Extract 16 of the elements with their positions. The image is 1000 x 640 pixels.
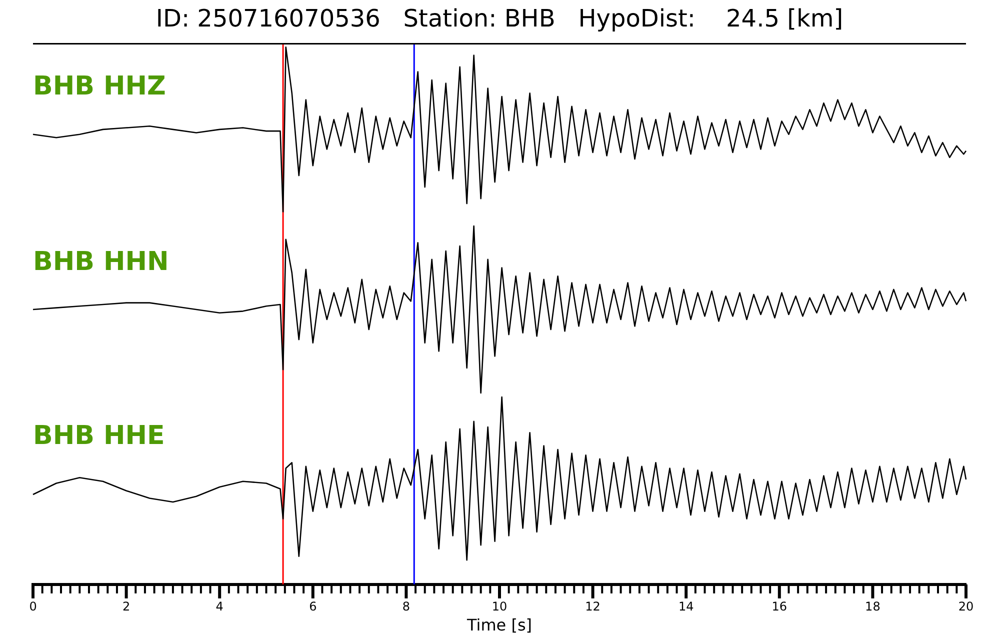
x-tick-label: 20 (958, 600, 974, 614)
x-axis-title: Time [s] (466, 616, 532, 635)
x-tick-label: 12 (585, 600, 600, 614)
chart-title: ID: 250716070536 Station: BHB HypoDist: 24.5 [km] (156, 4, 844, 33)
x-tick-label: 14 (678, 600, 694, 614)
x-tick-label: 2 (122, 600, 130, 614)
x-tick-label: 10 (492, 600, 508, 614)
x-tick-label: 18 (865, 600, 880, 614)
x-tick-label: 16 (772, 600, 788, 614)
x-tick-label: 8 (402, 600, 410, 614)
series-label: BHB HHN (33, 246, 169, 277)
x-tick-label: 6 (309, 600, 317, 614)
series-label: BHB HHZ (33, 72, 166, 102)
series-label: BHB HHE (33, 420, 165, 451)
x-tick-label: 0 (29, 600, 37, 614)
x-tick-label: 4 (216, 600, 224, 614)
